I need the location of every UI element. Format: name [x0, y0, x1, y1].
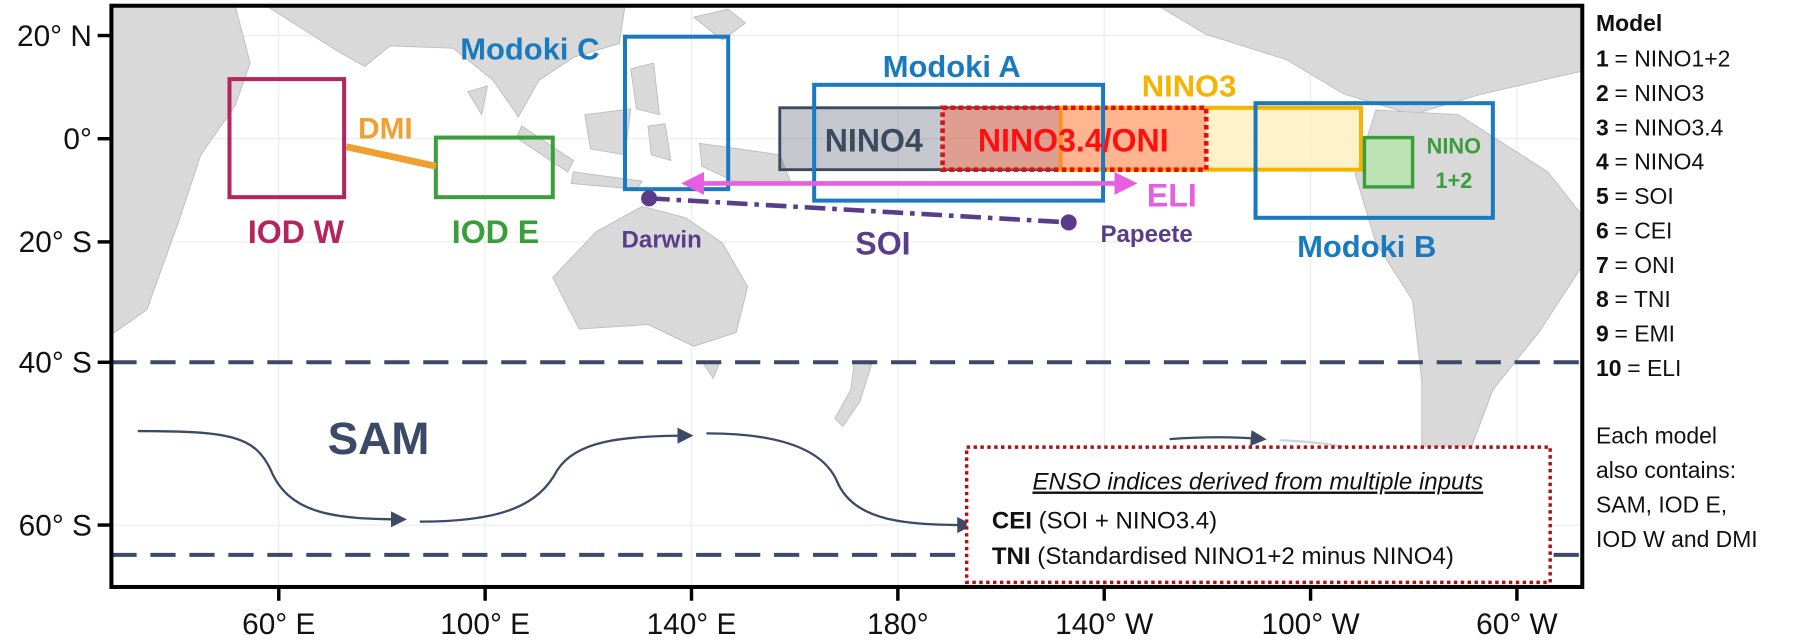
legend-note: also contains: — [1596, 457, 1736, 483]
lat-label: 20° N — [17, 20, 92, 53]
nino3-label: NINO3 — [1142, 68, 1237, 103]
legend-item: 7 = ONI — [1596, 252, 1675, 278]
legend-note: IOD W and DMI — [1596, 526, 1758, 552]
lon-label: 60° W — [1476, 608, 1558, 641]
modoki-b-box — [1253, 101, 1495, 220]
legend-number: 5 — [1596, 183, 1609, 209]
legend-note: Each model — [1596, 423, 1717, 449]
inset-title: ENSO indices derived from multiple input… — [1032, 469, 1483, 496]
modoki-a-box — [812, 82, 1106, 203]
legend-item: 8 = TNI — [1596, 286, 1671, 312]
legend-item: 2 = NINO3 — [1596, 80, 1704, 106]
papeete-point — [1060, 214, 1077, 231]
legend-text: = EMI — [1615, 321, 1675, 347]
legend-number: 6 — [1596, 217, 1609, 243]
legend-item: 9 = EMI — [1596, 321, 1675, 347]
legend-number: 2 — [1596, 80, 1609, 106]
inset-row-key: TNI — [992, 543, 1031, 570]
nino4-label: NINO4 — [825, 122, 923, 158]
nino4-box — [778, 106, 1063, 172]
lat-label: 60° S — [19, 509, 92, 542]
lon-label: 180° — [867, 608, 929, 641]
iod-w-label: IOD W — [248, 214, 345, 250]
legend-number: 1 — [1596, 45, 1609, 71]
nino34-box — [940, 105, 1209, 172]
legend-text: = CEI — [1615, 217, 1673, 243]
nino3-box — [1058, 105, 1364, 172]
legend-text: = SOI — [1615, 183, 1674, 209]
nino12-label-2: 1+2 — [1435, 168, 1472, 193]
modoki-c-label: Modoki C — [460, 32, 599, 67]
modoki-c-box — [622, 34, 731, 192]
inset-box — [964, 445, 1552, 585]
legend-number: 3 — [1596, 114, 1609, 140]
iod-w-box — [227, 77, 347, 200]
legend-number: 8 — [1596, 286, 1609, 312]
nino34-label: NINO3.4/ONI — [978, 122, 1169, 158]
inset-row-text: (Standardised NINO1+2 minus NINO4) — [1037, 543, 1454, 570]
lat-labels: 20° N 0° 20° S 40° S 60° S — [17, 20, 92, 543]
legend-title: Model — [1596, 10, 1662, 36]
sam-label: SAM — [328, 412, 430, 464]
legend-number: 4 — [1596, 149, 1609, 175]
nino12-box — [1362, 135, 1415, 189]
lon-labels: 60° E 100° E 140° E 180° 140° W 100° W 6… — [242, 608, 1558, 641]
legend-item: 5 = SOI — [1596, 183, 1674, 209]
legend-text: = NINO1+2 — [1615, 45, 1731, 71]
legend-item: 1 = NINO1+2 — [1596, 45, 1730, 71]
land — [111, 5, 1583, 553]
lon-label: 140° W — [1055, 608, 1154, 641]
legend-number: 7 — [1596, 252, 1609, 278]
legend-text: = ONI — [1615, 252, 1675, 278]
iod-e-box — [433, 135, 555, 200]
inset-row-text: (SOI + NINO3.4) — [1039, 508, 1218, 535]
papeete-label: Papeete — [1100, 221, 1192, 248]
inset-row-key: CEI — [992, 508, 1032, 535]
map-frame — [109, 3, 1585, 589]
nino12-label-1: NINO — [1427, 134, 1481, 159]
lat-label: 40° S — [19, 347, 92, 380]
inset-row: CEI (SOI + NINO3.4) — [992, 508, 1217, 535]
darwin-point — [641, 190, 658, 207]
lat-label: 20° S — [19, 226, 92, 259]
legend-text: = TNI — [1615, 286, 1671, 312]
legend-text: = ELI — [1627, 355, 1681, 381]
inset-row: TNI (Standardised NINO1+2 minus NINO4) — [992, 543, 1454, 570]
legend-text: = NINO3.4 — [1615, 114, 1724, 140]
map-area: SAM IOD W IOD E DMI Modoki C Modoki A Mo… — [111, 5, 1583, 587]
legend-item: 10 = ELI — [1596, 355, 1681, 381]
darwin-label: Darwin — [622, 227, 702, 254]
eli-label: ELI — [1147, 177, 1197, 213]
legend-text: = NINO3 — [1615, 80, 1705, 106]
legend-item: 6 = CEI — [1596, 217, 1672, 243]
soi-label: SOI — [855, 226, 910, 262]
legend-number: 9 — [1596, 321, 1609, 347]
legend-number: 10 — [1596, 355, 1621, 381]
dmi-label: DMI — [358, 113, 413, 146]
legend-text: = NINO4 — [1615, 149, 1705, 175]
legend-item: 3 = NINO3.4 — [1596, 114, 1724, 140]
legend-item: 4 = NINO4 — [1596, 149, 1704, 175]
soi-line — [648, 196, 1069, 225]
lon-label: 100° E — [440, 608, 530, 641]
modoki-b-label: Modoki B — [1297, 229, 1436, 264]
lat-label: 0° — [63, 123, 91, 156]
axis-ticks — [97, 33, 1519, 601]
modoki-a-label: Modoki A — [883, 49, 1021, 84]
lon-label: 140° E — [647, 608, 737, 641]
legend-note: SAM, IOD E, — [1596, 491, 1727, 517]
lon-label: 100° W — [1262, 608, 1361, 641]
iod-e-label: IOD E — [452, 214, 539, 250]
dmi-line — [345, 143, 437, 170]
lon-label: 60° E — [242, 608, 315, 641]
